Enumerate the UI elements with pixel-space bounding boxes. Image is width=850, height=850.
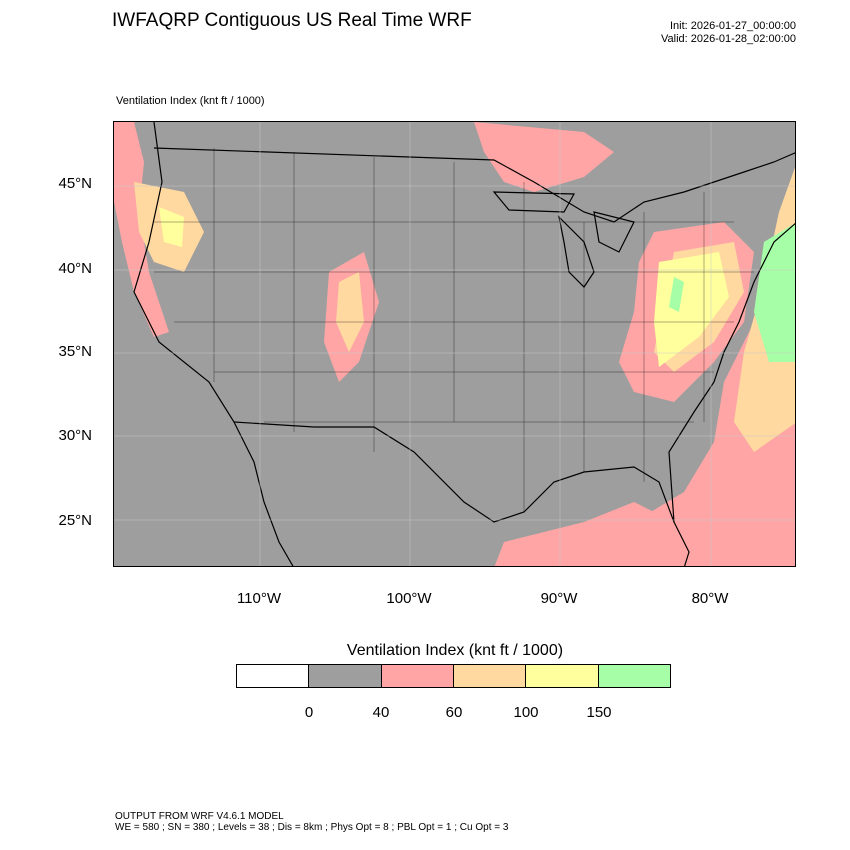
legend-tick-100: 100: [513, 704, 539, 721]
legend-swatch-3: [453, 665, 527, 687]
init-time: Init: 2026-01-27_00:00:00: [670, 20, 796, 32]
legend-swatch-5: [598, 665, 670, 687]
canada-high-zone: [474, 122, 614, 192]
zonal-borders: [154, 221, 754, 423]
valid-time: Valid: 2026-01-28_02:00:00: [661, 33, 796, 45]
lake-superior: [492, 191, 576, 213]
pacific-coastline: [133, 122, 294, 566]
atlantic-coastline: [668, 222, 795, 523]
legend-swatch-1: [309, 665, 382, 687]
color-legend: [236, 664, 671, 688]
page-title: IWFAQRP Contiguous US Real Time WRF: [112, 10, 472, 31]
lon-label-80: 80°W: [691, 590, 729, 607]
lat-label-40: 40°N: [58, 260, 92, 277]
legend-swatch-0: [237, 665, 310, 687]
graticule: [114, 122, 795, 566]
state-and-county-lines: [154, 148, 754, 512]
legend-tick-0: 0: [304, 704, 314, 721]
meridional-borders: [213, 148, 705, 512]
gulf-and-mexico-border: [233, 421, 690, 566]
ventilation-index-map: [113, 121, 796, 567]
legend-title: Ventilation Index (knt ft / 1000): [346, 642, 564, 659]
run-times: Init: 2026-01-27_00:00:00 Valid: 2026-01…: [661, 20, 796, 46]
model-info-line-2: WE = 580 ; SN = 380 ; Levels = 38 ; Dis …: [115, 822, 509, 833]
legend-swatch-2: [381, 665, 454, 687]
model-info-line-1: OUTPUT FROM WRF V4.6.1 MODEL: [115, 811, 284, 822]
latitude-lines: [114, 185, 795, 521]
appalachian-yellow-zone: [654, 252, 729, 367]
lat-label-45: 45°N: [58, 175, 92, 192]
longitude-lines: [259, 122, 712, 566]
atlantic-high-zone: [586, 188, 795, 566]
legend-tick-40: 40: [372, 704, 390, 721]
model-info: OUTPUT FROM WRF V4.6.1 MODEL WE = 580 ; …: [115, 811, 508, 833]
legend-tick-60: 60: [445, 704, 463, 721]
legend-tick-150: 150: [586, 704, 612, 721]
lake-huron: [593, 211, 635, 253]
lon-label-110: 110°W: [236, 590, 282, 607]
map-canvas: [114, 122, 795, 566]
lat-label-35: 35°N: [58, 343, 92, 360]
rockies-moderate-zone: [336, 272, 364, 352]
atlantic-very-high-zone: [754, 223, 795, 362]
canada-border: [153, 147, 795, 223]
field-label: Ventilation Index (knt ft / 1000): [116, 95, 265, 107]
legend-swatch-4: [526, 665, 599, 687]
lon-label-90: 90°W: [540, 590, 578, 607]
lon-label-100: 100°W: [386, 590, 432, 607]
lat-label-25: 25°N: [58, 512, 92, 529]
appalachian-very-high-zone: [669, 277, 684, 312]
lat-label-30: 30°N: [58, 427, 92, 444]
oregon-yellow-zone: [159, 207, 184, 247]
gulf-high-zone: [494, 502, 674, 566]
